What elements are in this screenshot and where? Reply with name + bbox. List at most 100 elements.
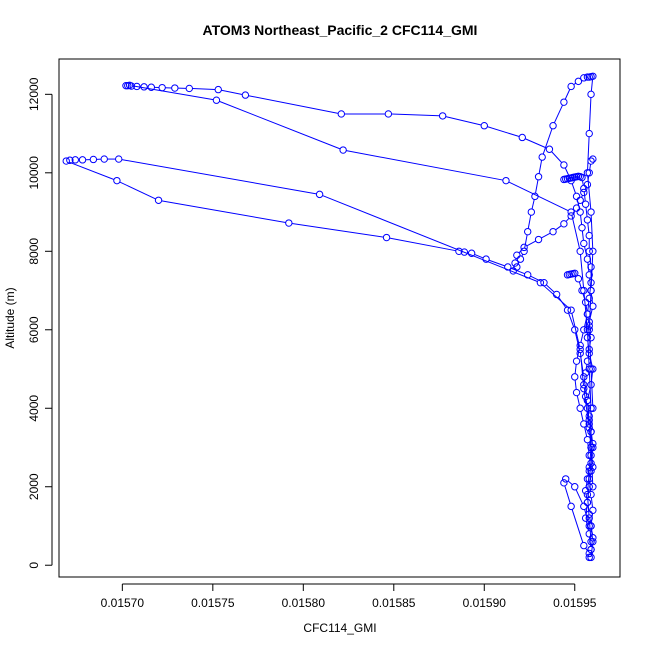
series-segment: [578, 281, 582, 288]
data-point: [580, 184, 588, 193]
series-segment: [585, 364, 588, 370]
x-tick-label: 0.01570: [101, 596, 145, 610]
series-segment: [580, 215, 583, 225]
series-segment: [591, 434, 593, 441]
data-point: [552, 290, 561, 299]
data-point: [89, 155, 98, 164]
data-point: [587, 263, 595, 271]
data-point: [62, 157, 70, 165]
series-segment: [538, 160, 543, 174]
series-segment: [564, 89, 571, 100]
series-5: [563, 269, 597, 562]
data-point: [581, 298, 590, 307]
x-tick-label: 0.01575: [191, 596, 235, 610]
data-point: [78, 156, 87, 164]
data-point: [154, 196, 163, 204]
data-point: [511, 259, 519, 267]
data-point: [560, 161, 568, 169]
data-point: [538, 153, 546, 161]
series-segment: [565, 217, 570, 222]
data-point: [147, 83, 155, 91]
data-point: [583, 169, 592, 177]
series-segment: [389, 237, 456, 252]
series-segment: [531, 199, 535, 210]
data-point: [576, 345, 584, 354]
data-point: [560, 98, 568, 106]
data-point: [583, 333, 592, 342]
series-segment: [575, 489, 583, 504]
series-segment: [590, 497, 593, 508]
series-3: [509, 72, 597, 412]
data-point: [585, 510, 593, 518]
series-segment: [510, 267, 525, 275]
series-segment: [542, 284, 570, 309]
series-segment: [530, 275, 542, 282]
data-point: [455, 247, 463, 255]
data-point: [482, 255, 490, 263]
data-point: [524, 227, 532, 236]
series-segment: [587, 470, 590, 476]
series-segment: [582, 293, 586, 300]
plot-frame: [58, 58, 621, 578]
x-tick-label: 0.01585: [372, 596, 416, 610]
data-point: [513, 263, 521, 271]
series-segment: [576, 348, 580, 359]
data-point: [576, 404, 584, 412]
data-point: [580, 384, 588, 393]
series-segment: [585, 207, 588, 217]
y-tick-label: 8000: [27, 238, 41, 265]
series-segment: [579, 254, 585, 288]
series-segment: [587, 505, 590, 512]
data-point: [585, 549, 593, 558]
data-point: [583, 475, 592, 483]
data-point: [585, 345, 593, 354]
data-point: [504, 263, 512, 271]
data-point: [580, 74, 588, 82]
data-point: [524, 271, 532, 279]
series-segment: [576, 395, 580, 406]
data-point: [589, 534, 597, 542]
data-point: [580, 239, 588, 248]
series-segment: [564, 485, 571, 504]
y-tick-label: 4000: [27, 395, 41, 422]
series-segment: [583, 387, 586, 394]
series-segment: [588, 97, 592, 131]
data-point: [578, 286, 586, 295]
series-segment: [221, 89, 243, 95]
series-segment: [583, 391, 590, 425]
data-point: [572, 357, 581, 365]
x-axis-label: CFC114_GMI: [303, 621, 376, 635]
series-segment: [585, 547, 588, 552]
data-point: [585, 349, 593, 358]
data-point: [171, 84, 179, 92]
data-point: [587, 545, 595, 554]
data-point: [531, 192, 539, 201]
data-point: [516, 255, 525, 263]
data-point: [587, 451, 595, 460]
series-segment: [589, 254, 592, 264]
series-segment: [192, 88, 216, 90]
data-point: [567, 502, 575, 511]
series-segment: [571, 183, 576, 194]
data-point: [571, 269, 579, 277]
series-segment: [587, 223, 590, 233]
data-point: [576, 349, 584, 358]
data-point: [587, 381, 595, 389]
data-point: [578, 173, 586, 182]
series-segment: [585, 305, 588, 311]
data-point: [589, 439, 597, 448]
series-segment: [590, 372, 594, 406]
data-point: [536, 278, 545, 287]
series-segment: [588, 293, 592, 327]
data-point: [513, 251, 521, 259]
series-segment: [584, 426, 588, 437]
data-point: [549, 122, 557, 130]
series-segment: [525, 138, 547, 149]
data-point: [585, 271, 593, 279]
data-point: [583, 435, 592, 444]
series-segment: [574, 332, 580, 351]
x-tick-label: 0.01590: [463, 596, 507, 610]
data-point: [587, 365, 595, 373]
series-1: [122, 81, 597, 562]
